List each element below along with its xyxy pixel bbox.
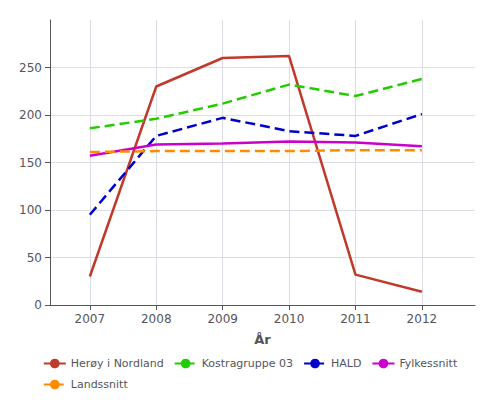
- svg-text:2010: 2010: [274, 312, 305, 326]
- svg-text:2008: 2008: [141, 312, 172, 326]
- svg-text:Fylkessnitt: Fylkessnitt: [399, 357, 457, 370]
- svg-text:2007: 2007: [75, 312, 106, 326]
- svg-text:200: 200: [19, 108, 42, 122]
- svg-text:50: 50: [27, 251, 42, 265]
- svg-text:0: 0: [34, 298, 42, 312]
- svg-text:250: 250: [19, 61, 42, 75]
- svg-text:År: År: [254, 332, 271, 347]
- svg-text:Landssnitt: Landssnitt: [71, 378, 129, 391]
- svg-text:HALD: HALD: [331, 357, 361, 370]
- svg-text:2012: 2012: [407, 312, 438, 326]
- svg-text:Kostragruppe 03: Kostragruppe 03: [202, 357, 293, 370]
- svg-text:2011: 2011: [340, 312, 371, 326]
- svg-text:Herøy i Nordland: Herøy i Nordland: [71, 357, 164, 370]
- svg-text:2009: 2009: [207, 312, 238, 326]
- svg-text:100: 100: [19, 203, 42, 217]
- svg-text:150: 150: [19, 156, 42, 170]
